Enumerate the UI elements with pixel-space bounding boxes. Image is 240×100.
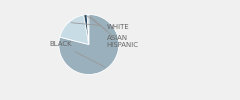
Wedge shape: [60, 15, 89, 44]
Text: BLACK: BLACK: [50, 42, 105, 67]
Wedge shape: [59, 14, 119, 74]
Text: WHITE: WHITE: [71, 23, 130, 30]
Text: ASIAN: ASIAN: [88, 16, 128, 42]
Wedge shape: [87, 14, 89, 44]
Text: HISPANIC: HISPANIC: [90, 16, 139, 48]
Wedge shape: [84, 14, 89, 44]
